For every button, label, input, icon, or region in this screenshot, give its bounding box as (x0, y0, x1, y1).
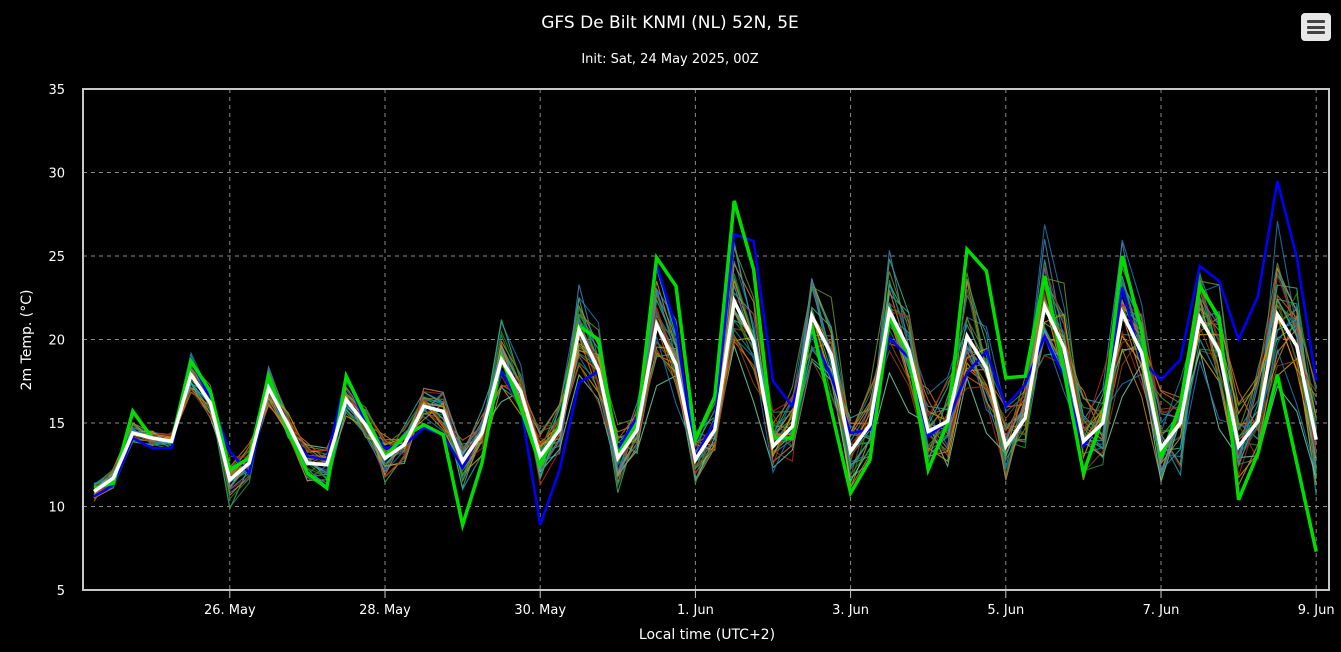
grid (83, 89, 1329, 590)
y-tick-label: 35 (48, 83, 65, 98)
chart-title: GFS De Bilt KNMI (NL) 52N, 5E (541, 13, 799, 33)
x-tick-label: 7. Jun (1143, 603, 1180, 618)
x-tick-label: 28. May (359, 603, 411, 618)
chart-subtitle: Init: Sat, 24 May 2025, 00Z (581, 52, 758, 67)
x-tick-label: 26. May (204, 603, 256, 618)
hamburger-menu-icon-bar (1307, 31, 1325, 34)
x-axis-title: Local time (UTC+2) (639, 627, 775, 643)
plot-border (82, 88, 1330, 591)
y-axis-title: 2m Temp. (°C) (19, 290, 35, 391)
operational-run-line (93, 180, 1318, 526)
ensemble-mean-line (93, 295, 1318, 493)
y-tick-label: 30 (48, 167, 65, 182)
plot-series (93, 180, 1318, 552)
y-tick-label: 15 (48, 417, 65, 432)
x-tick-label: 30. May (514, 603, 566, 618)
y-tick-label: 10 (48, 501, 65, 516)
ensemble-member-line (93, 328, 1317, 493)
control-run-line (93, 200, 1318, 552)
y-tick-label: 25 (48, 250, 65, 265)
ensemble-member-line (93, 245, 1317, 511)
x-tick-label: 1. Jun (677, 603, 714, 618)
y-tick-label: 20 (48, 334, 65, 349)
x-tick-label: 5. Jun (987, 603, 1024, 618)
y-tick-label: 5 (57, 584, 65, 599)
x-tick-label: 3. Jun (832, 603, 869, 618)
chart-menu-button[interactable] (1301, 13, 1331, 41)
x-tick-label: 9. Jun (1298, 603, 1335, 618)
hamburger-menu-icon (1307, 20, 1325, 23)
hamburger-menu-icon-bar (1307, 25, 1325, 29)
y-axis: 5 10 15 20 25 30 35 (48, 83, 65, 599)
x-axis: 26. May 28. May 30. May 1. Jun 3. Jun 5. Jun 7… (204, 590, 1335, 618)
